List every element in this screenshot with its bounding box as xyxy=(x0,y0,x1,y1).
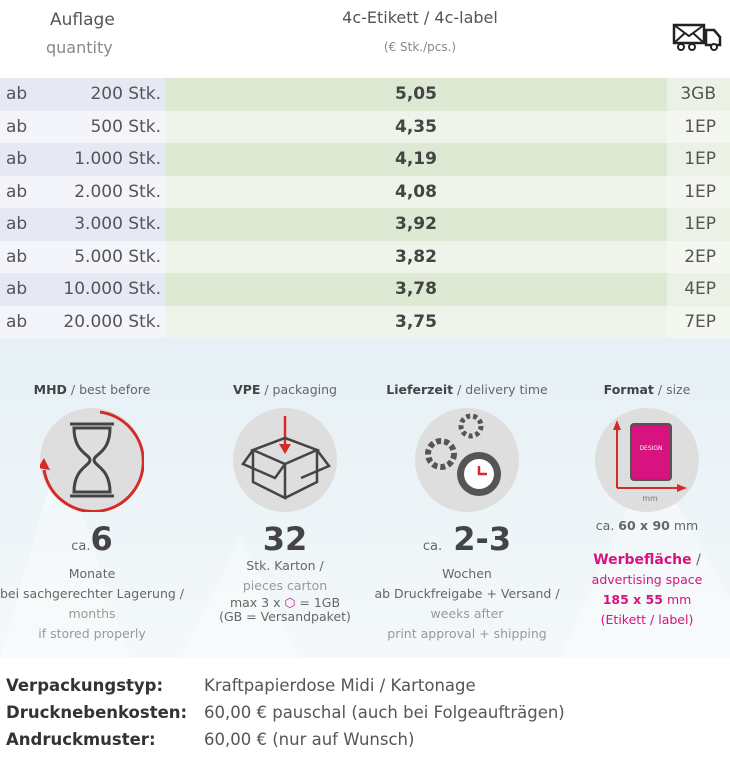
small-box-icon: ⬡ xyxy=(284,595,296,610)
table-row: ab 20.000 Stk. 3,75 7EP xyxy=(0,305,730,338)
prefix: ab xyxy=(6,279,28,299)
price: 5,05 xyxy=(165,78,667,111)
quantity-heading-en: quantity xyxy=(46,38,113,57)
mhd-block: MHD / best before ca.6 Monate bei sachger… xyxy=(0,382,185,641)
product-details: Verpackungstyp: Kraftpapierdose Midi / Ka… xyxy=(6,676,565,749)
table-row: ab 500 Stk. 4,35 1EP xyxy=(0,110,730,143)
price: 4,35 xyxy=(165,110,667,143)
table-header: Auflage quantity 4c-Etikett / 4c-label (… xyxy=(0,0,730,78)
shipping-units: 4EP xyxy=(667,273,730,306)
table-row: ab 10.000 Stk. 3,78 4EP xyxy=(0,273,730,306)
label-size-icon: DESIGN mm xyxy=(613,420,687,503)
shipping-units: 3GB xyxy=(667,78,730,111)
envelope-truck-icon xyxy=(672,23,722,51)
prefix: ab xyxy=(6,311,28,332)
gears-clock-icon xyxy=(425,413,501,496)
vpe-block: VPE / packaging 32 Stk. Karton / pieces c… xyxy=(219,382,351,624)
format-block: Format / size DESIGN mm ca. 60 x 90 mm We… xyxy=(591,382,703,627)
price: 3,75 xyxy=(165,305,667,338)
background-trees xyxy=(0,448,730,658)
shipping-units: 7EP xyxy=(667,305,730,338)
unit-heading: (€ Stk./pcs.) xyxy=(383,40,457,54)
quantity: 2.000 Stk. xyxy=(74,181,161,202)
price: 3,92 xyxy=(165,208,667,241)
svg-text:DESIGN: DESIGN xyxy=(639,445,662,452)
shipping-units: 2EP xyxy=(667,240,730,273)
price: 4,19 xyxy=(165,143,667,176)
price-table: ab 200 Stk. 5,05 3GB ab 500 Stk. 4,35 1EP ab 1.00… xyxy=(0,78,730,338)
quantity: 500 Stk. xyxy=(90,116,161,137)
svg-text:mm: mm xyxy=(642,494,658,503)
table-row: ab 2.000 Stk. 4,08 1EP xyxy=(0,175,730,208)
delivery-block: Lieferzeit / delivery time ca. 2-3 Woche… xyxy=(374,382,560,641)
box-icon xyxy=(241,416,331,501)
quantity: 1.000 Stk. xyxy=(74,149,161,169)
quantity: 20.000 Stk. xyxy=(63,311,161,332)
prefix: ab xyxy=(6,181,28,202)
prefix: ab xyxy=(6,84,28,104)
prefix: ab xyxy=(6,116,28,137)
prefix: ab xyxy=(6,149,28,169)
quantity-heading: Auflage xyxy=(50,10,115,30)
table-row: ab 200 Stk. 5,05 3GB xyxy=(0,78,730,111)
shipping-units: 1EP xyxy=(667,175,730,208)
quantity: 200 Stk. xyxy=(90,84,161,104)
table-row: ab 3.000 Stk. 3,92 1EP xyxy=(0,208,730,241)
price: 4,08 xyxy=(165,175,667,208)
quantity: 3.000 Stk. xyxy=(74,214,161,234)
price: 3,78 xyxy=(165,273,667,306)
prefix: ab xyxy=(6,246,28,267)
price: 3,82 xyxy=(165,240,667,273)
quantity: 5.000 Stk. xyxy=(74,246,161,267)
info-section: MHD / best before ca.6 Monate bei sachger… xyxy=(0,338,730,658)
table-row: ab 5.000 Stk. 3,82 2EP xyxy=(0,240,730,273)
shipping-units: 1EP xyxy=(667,110,730,143)
hourglass-icon xyxy=(40,410,144,512)
shipping-units: 1EP xyxy=(667,143,730,176)
label-heading: 4c-Etikett / 4c-label xyxy=(342,8,498,27)
table-row: ab 1.000 Stk. 4,19 1EP xyxy=(0,143,730,176)
shipping-units: 1EP xyxy=(667,208,730,241)
prefix: ab xyxy=(6,214,28,234)
quantity: 10.000 Stk. xyxy=(63,279,161,299)
